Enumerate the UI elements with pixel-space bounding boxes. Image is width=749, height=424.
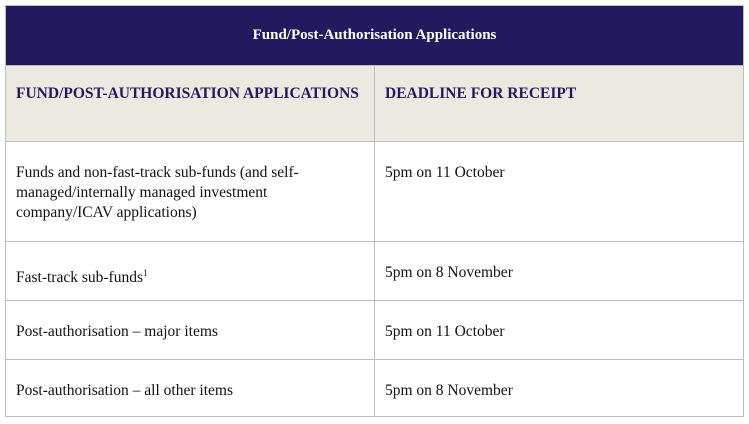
column-header-applications: FUND/POST-AUTHORISATION APPLICATIONS <box>6 66 375 141</box>
deadline-cell: 5pm on 8 November <box>385 382 513 399</box>
application-cell: Fast-track sub-funds1 <box>6 242 375 300</box>
deadline-cell: 5pm on 11 October <box>385 323 505 340</box>
deadlines-table: Fund/Post-Authorisation Applications FUN… <box>5 5 744 417</box>
application-cell: Funds and non-fast-track sub-funds (and … <box>6 142 375 241</box>
footnote-marker: 1 <box>143 268 148 278</box>
deadline-cell: 5pm on 8 November <box>385 264 513 281</box>
application-text: Fast-track sub-funds <box>16 269 143 287</box>
table-title: Fund/Post-Authorisation Applications <box>6 6 743 65</box>
application-cell: Post-authorisation – major items <box>6 301 375 359</box>
table-row: Funds and non-fast-track sub-funds (and … <box>6 141 743 241</box>
header-row: FUND/POST-AUTHORISATION APPLICATIONS DEA… <box>6 65 743 141</box>
deadline-cell: 5pm on 11 October <box>385 164 505 181</box>
table-row: Post-authorisation – major items 5pm on … <box>6 300 743 359</box>
column-header-deadline: DEADLINE FOR RECEIPT <box>385 85 577 102</box>
table-row: Post-authorisation – all other items 5pm… <box>6 359 743 417</box>
table-row: Fast-track sub-funds1 5pm on 8 November <box>6 241 743 300</box>
application-cell: Post-authorisation – all other items <box>6 360 375 417</box>
